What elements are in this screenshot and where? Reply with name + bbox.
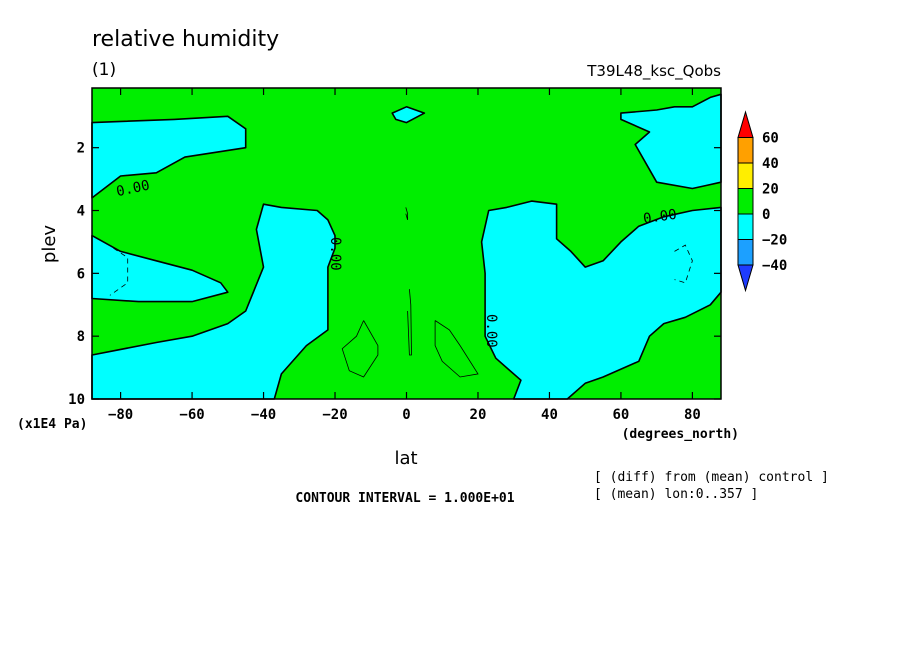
note-mean: [ (mean) lon:0..357 ] [594,487,758,502]
run-label: T39L48_ksc_Qobs [586,62,721,81]
minor-contour-line [405,207,409,221]
y-axis-unit: (x1E4 Pa) [17,417,87,432]
colorbar-label: 20 [762,182,779,198]
y-tick-label: 6 [77,266,85,282]
colorbar: 60 40 20 0 −20 −40 [737,110,787,293]
colorbar-segment [737,188,754,215]
colorbar-segment [737,239,754,266]
contour-labels: 0.00 0.00 0.00 0.00 [115,177,678,347]
x-tick-label: −80 [108,407,133,423]
y-tick-label: 10 [68,392,85,408]
x-tick-label: 0 [402,407,410,423]
plot-area: −80 −60 −40 −20 0 20 40 60 80 2 4 6 8 10 [68,87,722,423]
contour-region-negative [91,234,229,303]
minor-contour-line [341,320,379,378]
contour-region-negative [480,200,722,400]
y-tick-label: 8 [77,329,85,345]
x-tick-label: −60 [179,407,204,423]
x-tick-label: −20 [322,407,347,423]
contour-label: 0.00 [483,314,499,348]
minor-contour-line [109,247,129,296]
contour-region-negative [91,115,247,199]
colorbar-segment [737,162,754,189]
chart-title: relative humidity [92,27,279,52]
minor-contours [109,207,693,378]
y-axis-label: plev [39,225,60,264]
x-tick-label: 80 [684,407,701,423]
x-axis-label: lat [394,448,417,469]
note-diff: [ (diff) from (mean) control ] [594,470,829,485]
contour-region-negative [91,203,336,400]
contour-label: 0.00 [115,177,151,200]
y-tick-label: 4 [77,204,85,220]
y-tick-label: 2 [77,141,85,157]
x-tick-label: 20 [470,407,487,423]
colorbar-label: 60 [762,131,779,147]
colorbar-segment [737,137,754,164]
x-tick-label: −40 [251,407,276,423]
x-tick-label: 40 [541,407,558,423]
colorbar-segment [737,213,754,240]
colorbar-arrow-top [737,110,754,138]
contour-label: 0.00 [327,237,343,271]
minor-contour-line [674,244,693,284]
x-axis-unit: (degrees_north) [622,427,739,442]
colorbar-label: −40 [762,258,787,274]
contour-region-negative [391,106,426,124]
x-tick-label: 60 [613,407,630,423]
contour-region-negative [620,93,722,190]
colorbar-label: 40 [762,156,779,172]
colorbar-label: −20 [762,233,787,249]
contour-regions [91,93,722,400]
contour-label: 0.00 [642,207,678,228]
y-axis: 2 4 6 8 10 [68,141,721,408]
chart-subtitle: (1) [92,60,116,80]
minor-contour-line [434,320,479,378]
contour-interval: CONTOUR INTERVAL = 1.000E+01 [295,491,514,506]
x-axis: −80 −60 −40 −20 0 20 40 60 80 [108,88,701,423]
minor-contour-line [407,289,412,356]
colorbar-label: 0 [762,207,770,223]
colorbar-arrow-bottom [737,264,754,293]
